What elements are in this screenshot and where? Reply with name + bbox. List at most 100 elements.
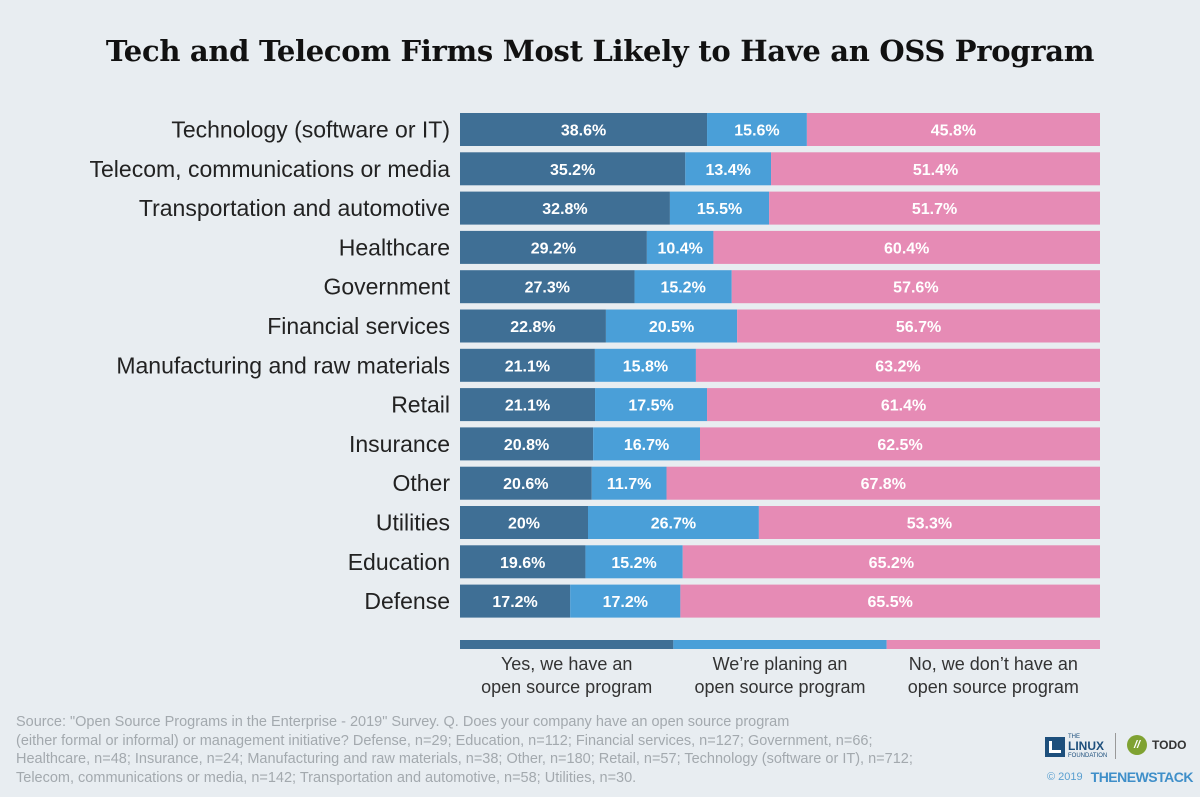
data-label: 21.1% <box>505 358 550 375</box>
bar-segment-s2 <box>700 427 1100 461</box>
data-label: 21.1% <box>505 398 550 415</box>
todo-text: TODO <box>1152 738 1187 752</box>
data-label: 29.2% <box>531 240 576 257</box>
data-label: 38.6% <box>561 123 606 140</box>
bar-segment-s2 <box>695 348 1100 382</box>
category-label: Technology (software or IT) <box>171 117 450 143</box>
legend: Yes, we have an open source program We’re … <box>460 640 1100 697</box>
data-label: 15.6% <box>734 123 779 140</box>
data-label: 13.4% <box>705 162 750 179</box>
data-label: 35.2% <box>550 162 595 179</box>
bar-segment-s0 <box>460 388 596 422</box>
bar-segment-s0 <box>460 270 635 304</box>
bar-segment-s0 <box>460 191 670 225</box>
data-label: 20.5% <box>649 319 694 336</box>
bar-segment-s1 <box>634 270 732 304</box>
bar-segment-s1 <box>588 506 759 539</box>
bar-segment-s1 <box>685 152 772 186</box>
bar-segment-s0 <box>460 545 586 579</box>
bar-segment-s0 <box>460 506 588 539</box>
source-line: Telecom, communications or media, n=142;… <box>16 769 637 786</box>
bar-segment-s2 <box>731 270 1100 304</box>
data-label: 65.2% <box>869 555 914 572</box>
bar-segment-s2 <box>682 545 1100 579</box>
bar-segment-s1 <box>585 545 683 579</box>
bar-segment-s1 <box>707 113 807 146</box>
bar-segment-s1 <box>570 584 681 618</box>
data-label: 10.4% <box>657 240 702 257</box>
data-label: 51.7% <box>912 201 957 218</box>
source-line: (either formal or informal) or managemen… <box>16 732 873 749</box>
legend-label: open source program <box>908 677 1079 697</box>
bar-segment-s0 <box>460 152 686 186</box>
category-label: Insurance <box>349 431 450 457</box>
data-label: 45.8% <box>931 123 976 140</box>
category-label: Government <box>323 274 450 300</box>
category-label: Education <box>348 549 450 575</box>
data-label: 20.6% <box>503 476 548 493</box>
logo-divider <box>1115 733 1116 759</box>
data-label: 19.6% <box>500 555 545 572</box>
data-label: 32.8% <box>542 201 587 218</box>
data-label: 57.6% <box>893 280 938 297</box>
data-label: 17.2% <box>492 594 537 611</box>
category-label: Healthcare <box>339 234 450 260</box>
source-note: Source: "Open Source Programs in the Ent… <box>16 713 996 787</box>
category-label: Utilities <box>376 510 450 536</box>
category-label: Transportation and automotive <box>139 195 450 221</box>
data-label: 22.8% <box>510 319 555 336</box>
category-label: Telecom, communications or media <box>90 156 451 182</box>
data-label: 67.8% <box>861 476 906 493</box>
category-label: Other <box>392 470 450 496</box>
legend-label: open source program <box>694 677 865 697</box>
bar-segment-s1 <box>594 348 696 382</box>
page-title: Tech and Telecom Firms Most Likely to Ha… <box>105 34 1095 68</box>
bar-segment-s2 <box>707 388 1100 422</box>
data-label: 15.2% <box>660 280 705 297</box>
data-label: 20% <box>508 516 540 533</box>
bar-segment-s2 <box>713 230 1100 264</box>
data-label: 11.7% <box>607 476 651 493</box>
data-label: 61.4% <box>881 398 926 415</box>
bar-segment-s2 <box>737 309 1100 343</box>
bar-segment-s1 <box>591 466 667 500</box>
data-label: 27.3% <box>525 280 570 297</box>
bar-segment-s2 <box>771 152 1100 186</box>
legend-swatch-s0 <box>460 640 674 649</box>
category-label: Manufacturing and raw materials <box>116 352 450 378</box>
data-label: 63.2% <box>875 358 920 375</box>
source-line: Healthcare, n=48; Insurance, n=24; Manuf… <box>16 751 913 767</box>
thenewstack-logo: THENEWSTACK <box>1090 769 1194 785</box>
bar-segment-s0 <box>460 348 595 382</box>
linux-foundation-logo: THE LINUX FOUNDATION <box>1045 733 1107 760</box>
data-label: 15.2% <box>611 555 656 572</box>
data-label: 65.5% <box>868 594 913 611</box>
data-label: 56.7% <box>896 319 941 336</box>
bar-segment-s2 <box>806 113 1100 146</box>
data-label: 15.8% <box>623 358 668 375</box>
linux-foundation-linux: LINUX <box>1068 739 1104 753</box>
bar-segment-s1 <box>669 191 770 225</box>
bar-segment-s0 <box>460 427 594 461</box>
data-label: 26.7% <box>651 516 696 533</box>
data-label: 17.5% <box>628 398 673 415</box>
bar-segment-s2 <box>666 466 1100 500</box>
linux-foundation-the: THE <box>1068 734 1080 740</box>
data-label: 53.3% <box>907 516 952 533</box>
todo-icon: // <box>1127 735 1147 755</box>
data-label: 60.4% <box>884 240 929 257</box>
logo-area: THE LINUX FOUNDATION // TODO © 2019 THEN… <box>1045 733 1195 793</box>
legend-label: No, we don’t have an <box>909 654 1078 674</box>
bar-segment-s1 <box>646 230 714 264</box>
bar-segment-s2 <box>769 191 1100 225</box>
category-label: Retail <box>391 392 450 418</box>
legend-swatch-s2 <box>886 640 1100 649</box>
bar-segment-s0 <box>460 309 606 343</box>
stacked-bar-chart: Technology (software or IT) 38.6% 15.6% 45.… <box>90 113 1100 697</box>
bar-segment-s0 <box>460 466 592 500</box>
bar-segment-s1 <box>605 309 738 343</box>
linux-foundation-icon <box>1045 736 1065 757</box>
data-label: 51.4% <box>913 162 958 179</box>
data-label: 16.7% <box>624 437 669 454</box>
bar-segment-s2 <box>680 584 1100 618</box>
